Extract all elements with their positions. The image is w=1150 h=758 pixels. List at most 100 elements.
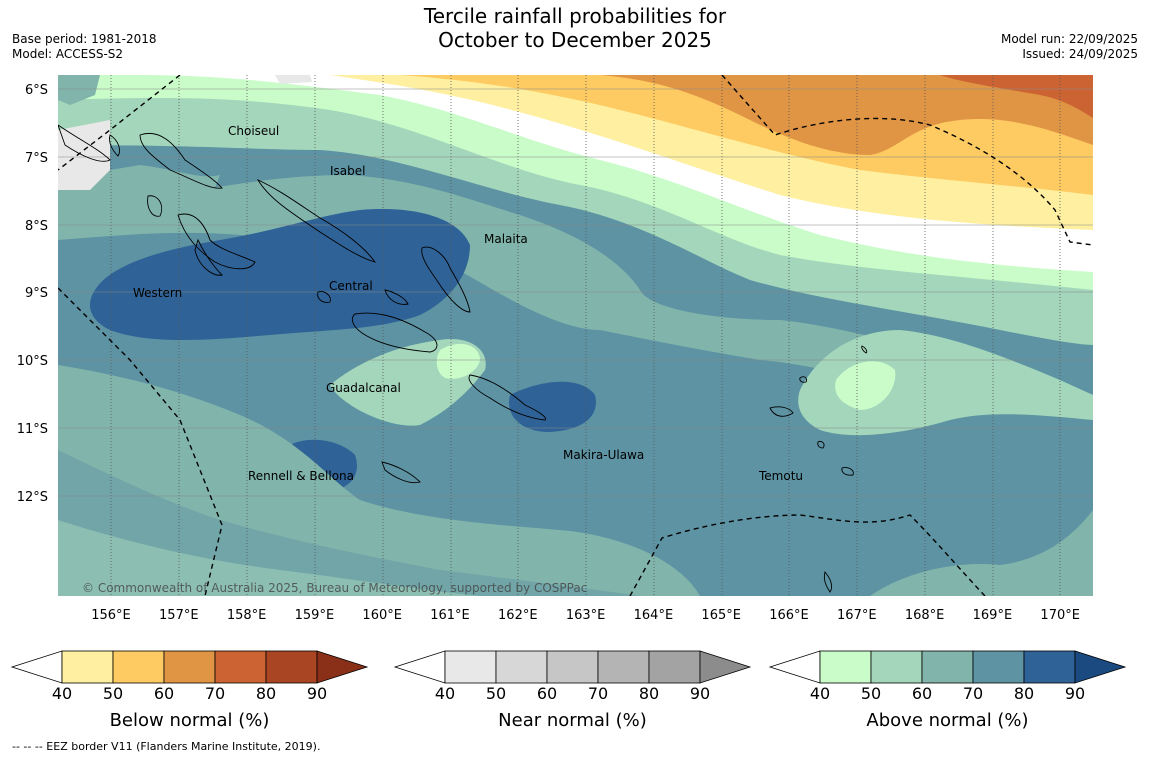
label-choiseul: Choiseul [228,124,279,138]
lat-tick-label: 9°S [25,286,48,301]
colorbar-segment [546,650,599,684]
above-60-nw-corner [58,75,100,105]
latitude-gridlines [58,88,1093,497]
colorbar-tick: 40 [435,684,455,703]
colorbar-segment [648,650,701,684]
colorbar-segment [597,650,650,684]
colorbar-segment [819,650,872,684]
colorbar-tick: 90 [307,684,327,703]
probability-field: Choiseul Isabel Malaita Western Central … [58,75,1093,596]
lon-tick-label: 161°E [430,608,470,623]
colorbar-segment [972,650,1025,684]
meta-right: Model run: 22/09/2025 Issued: 24/09/2025 [1001,32,1138,62]
meta-left: Base period: 1981-2018 Model: ACCESS-S2 [12,32,157,62]
lon-tick-label: 156°E [91,608,131,623]
near-normal-patch-nw [58,120,110,190]
colorbar-tick: 80 [1014,684,1034,703]
colorbar-segment [163,650,216,684]
colorbar-tick: 70 [588,684,608,703]
lat-tick-label: 7°S [25,151,48,166]
above-60-southeast [870,510,1093,596]
lat-tick-label: 10°S [17,354,48,369]
colorbar-segment [1023,650,1076,684]
label-temotu: Temotu [758,469,803,483]
lon-tick-label: 159°E [295,608,335,623]
lon-tick-label: 170°E [1040,608,1080,623]
above-50-south [58,520,480,596]
lon-tick-label: 167°E [837,608,877,623]
above-50-east [798,330,1093,436]
colorbar-tick: 60 [912,684,932,703]
near-normal-patch-n [275,75,312,84]
lat-tick-label: 11°S [17,422,48,437]
colorbar-tick: 40 [810,684,830,703]
island-outlines [58,124,868,593]
lat-tick-label: 8°S [25,219,48,234]
lon-tick-label: 169°E [973,608,1013,623]
colorbar-tick: 50 [103,684,123,703]
lat-tick-label: 6°S [25,83,48,98]
lon-tick-label: 166°E [769,608,809,623]
colorbar-high-arrow [699,650,752,684]
label-western: Western [133,286,182,300]
colorbar-1: 40 50 60 70 80 90 Near normal (%) [393,650,752,731]
colorbar-segment [214,650,267,684]
label-makira-ulawa: Makira-Ulawa [563,448,644,462]
below-60-zone [600,75,1093,155]
issued-date: Issued: 24/09/2025 [1022,47,1138,61]
model-name: Model: ACCESS-S2 [12,47,124,61]
colorbar-tick: 80 [256,684,276,703]
colorbar-segment [112,650,165,684]
below-70-zone [940,75,1093,118]
copyright-note: © Commonwealth of Australia 2025, Bureau… [82,581,587,595]
colorbar-tick: 40 [52,684,72,703]
colorbar-tick: 60 [154,684,174,703]
colorbar-segment [444,650,497,684]
colorbar-segment [921,650,974,684]
colorbar-tick: 60 [537,684,557,703]
colorbar-low-arrow [768,650,821,684]
colorbar-tick: 90 [1065,684,1085,703]
colorbar-segment [61,650,114,684]
base-period: Base period: 1981-2018 [12,32,157,46]
lon-tick-label: 158°E [227,608,267,623]
colorbar-tick: 70 [963,684,983,703]
colorbar-title: Near normal (%) [498,710,647,731]
label-malaita: Malaita [484,232,528,246]
lon-tick-label: 164°E [634,608,674,623]
map-title: Tercile rainfall probabilities for Octob… [0,4,1150,52]
colorbar-tick: 50 [486,684,506,703]
above-80-core-west [90,209,470,340]
title-line-1: Tercile rainfall probabilities for [423,4,727,28]
latitude-axis: 6°S 7°S 8°S 9°S 10°S 11°S 12°S [17,83,48,505]
lon-tick-label: 162°E [498,608,538,623]
lat-tick-label: 12°S [17,490,48,505]
label-guadalcanal: Guadalcanal [326,381,401,395]
colorbar-tick: 90 [690,684,710,703]
lon-tick-label: 165°E [701,608,741,623]
above-80-core-east [509,381,596,432]
colorbar-title: Above normal (%) [866,710,1028,731]
model-run: Model run: 22/09/2025 [1000,32,1138,46]
colorbar-tick: 80 [639,684,659,703]
title-line-2: October to December 2025 [438,28,712,52]
colorbar-tick: 50 [861,684,881,703]
eez-footnote: -- -- -- EEZ border V11 (Flanders Marine… [12,740,321,753]
lon-tick-label: 163°E [566,608,606,623]
colorbar-tick: 70 [205,684,225,703]
lon-tick-label: 160°E [362,608,402,623]
colorbar-0: 40 50 60 70 80 90 Below normal (%) [10,650,369,731]
label-isabel: Isabel [330,164,365,178]
above-40-east [835,361,896,410]
colorbar-low-arrow [393,650,446,684]
colorbar-segment [265,650,318,684]
longitude-axis: 156°E 157°E 158°E 159°E 160°E 161°E 162°E 163°E… [91,608,1080,623]
above-40-pocket [436,343,480,379]
colorbar-title: Below normal (%) [110,710,270,731]
colorbar-low-arrow [10,650,63,684]
lon-tick-label: 168°E [905,608,945,623]
colorbar-legends: 40 50 60 70 80 90 Below normal (%) 40 50 60 70 80 90… [10,650,1127,731]
lon-tick-label: 157°E [159,608,199,623]
eez-borders [58,75,1093,596]
colorbar-2: 40 50 60 70 80 90 Above normal (%) [768,650,1127,731]
